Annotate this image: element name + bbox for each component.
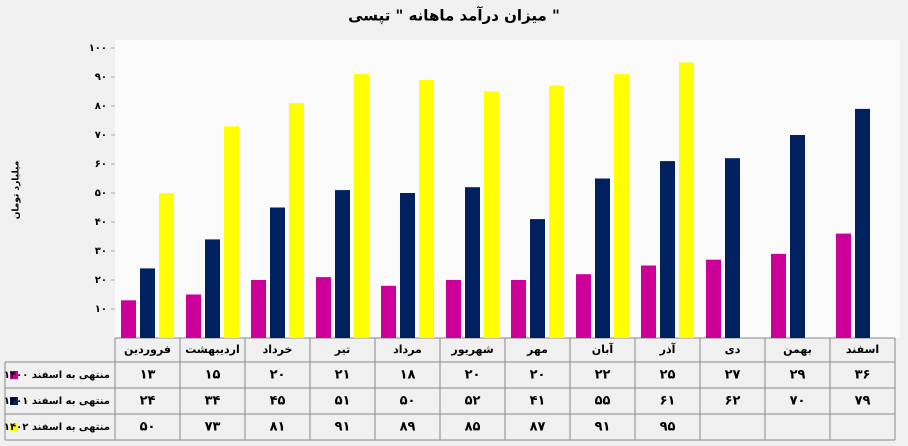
table-value: ۹۵ [660,420,676,435]
x-tick-label: مرداد [393,343,422,356]
x-tick-label: آذر [659,342,676,356]
legend-swatch [10,423,18,431]
x-tick-label: اردیبهشت [185,343,239,356]
table-value: ۵۲ [465,394,481,409]
table-value: ۹۱ [595,420,611,435]
bar [465,187,480,338]
table-value: ۲۹ [790,368,806,383]
bar [400,193,415,338]
legend-label: منتهی به اسفند ۱۴۰۱ [4,396,110,407]
table-value: ۳۶ [855,368,871,383]
bar [725,158,740,338]
table-value: ۸۵ [465,420,481,435]
table-value: ۱۳ [140,368,156,383]
bar [224,126,239,338]
y-tick-label: ۹۰ [95,72,107,83]
table-value: ۳۴ [205,394,221,409]
y-tick-label: ۷۰ [95,130,107,141]
legend-swatch [10,397,18,405]
x-tick-label: مهر [526,343,548,356]
bar [855,108,870,339]
table-value: ۵۱ [335,394,351,409]
y-tick-label: ۱۰۰ [89,43,107,54]
legend-label: منتهی به اسفند ۱۴۰۲ [4,422,110,433]
bar [790,135,805,338]
bar [354,74,369,338]
bar [251,280,266,338]
y-tick-label: ۲۰ [95,275,107,286]
table-value: ۷۳ [205,420,221,435]
bar [641,265,656,338]
x-tick-label: تیر [334,343,350,356]
legend-label: منتهی به اسفند ۱۴۰۰ [4,370,110,381]
bar [511,280,526,338]
table-value: ۵۵ [595,394,611,409]
table-value: ۶۲ [725,394,741,409]
x-tick-label: دی [725,343,741,356]
table-value: ۷۰ [790,394,806,409]
y-tick-label: ۴۰ [95,217,107,228]
x-tick-label: بهمن [783,343,812,356]
table-value: ۲۷ [725,368,741,383]
bar [335,190,350,338]
bar [576,274,591,338]
table-value: ۴۵ [270,394,286,409]
bar [530,219,545,338]
table-value: ۵۰ [140,420,156,435]
bar [270,207,285,338]
table-value: ۹۱ [335,420,351,435]
table-value: ۶۱ [660,394,676,409]
table-value: ۲۴ [140,394,156,409]
x-tick-label: آبان [592,342,614,356]
bar [316,277,331,338]
y-tick-label: ۳۰ [95,246,107,257]
y-axis-label: میلیارد تومان [12,161,22,220]
table-value: ۸۹ [400,420,416,435]
bar [159,193,174,338]
bar [186,294,201,338]
y-tick-label: ۱۰ [95,304,107,315]
y-tick-label: ۸۰ [95,101,107,112]
chart-title: میزان درآمد ماهانه " تپسی " [348,7,560,26]
x-tick-label: شهریور [450,343,493,356]
y-tick-label: ۵۰ [95,188,107,199]
table-value: ۲۲ [595,368,611,383]
bar [836,233,851,338]
table-value: ۸۱ [270,420,286,435]
y-tick-label: ۶۰ [95,159,107,170]
bar [289,103,304,338]
bar [614,74,629,338]
table-value: ۱۵ [205,368,221,383]
bar [484,91,499,338]
bar [771,253,786,338]
bar [660,161,675,338]
plot-area [115,40,900,338]
table-value: ۲۰ [530,368,546,383]
table-value: ۲۵ [660,368,676,383]
bar [595,178,610,338]
bar [706,259,721,338]
x-tick-label: فروردین [124,343,171,356]
x-tick-label: خرداد [263,343,293,356]
bar [205,239,220,338]
bar [679,62,694,338]
bar [381,285,396,338]
table-value: ۱۸ [400,368,416,383]
table-value: ۲۱ [335,368,351,383]
bar [121,300,136,338]
table-value: ۸۷ [530,420,546,435]
table-value: ۵۰ [400,394,416,409]
bar [549,85,564,338]
legend-swatch [10,371,18,379]
table-value: ۲۰ [270,368,286,383]
bar [140,268,155,338]
table-value: ۴۱ [530,394,546,409]
bar [419,79,434,339]
table-value: ۷۹ [855,394,871,409]
bar [446,280,461,338]
table-value: ۲۰ [465,368,481,383]
x-tick-label: اسفند [846,343,879,356]
